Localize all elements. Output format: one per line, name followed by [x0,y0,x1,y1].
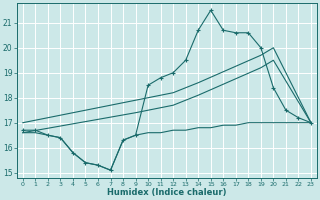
X-axis label: Humidex (Indice chaleur): Humidex (Indice chaleur) [107,188,227,197]
